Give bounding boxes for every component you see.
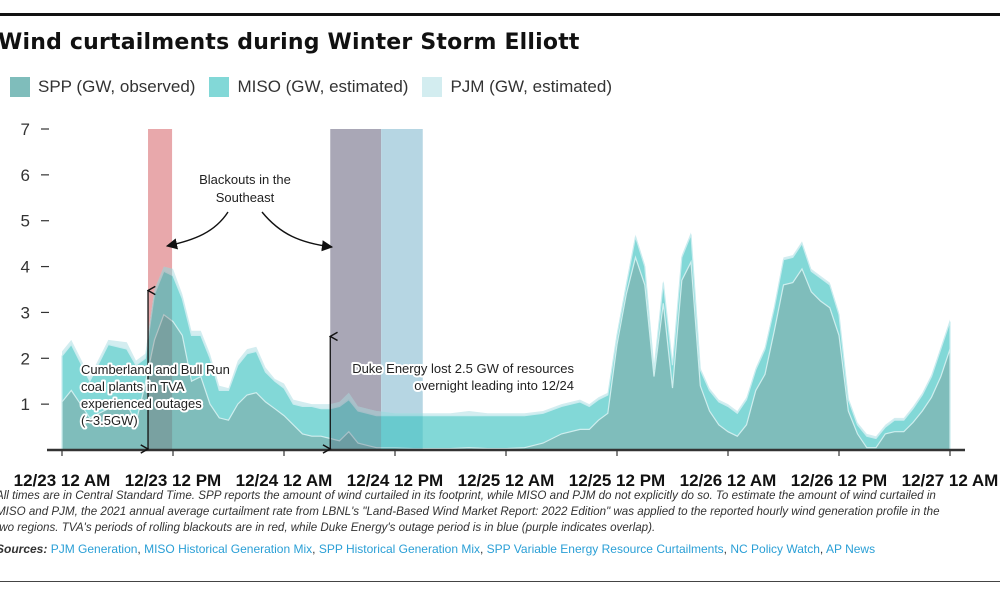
annotation-duke-line-2: overnight leading into 12/24	[414, 378, 574, 393]
x-tick-label: 12/26 12 AM	[680, 471, 777, 490]
x-tick-label: 12/26 12 PM	[791, 471, 887, 490]
note-line-1: All times are in Central Standard Time. …	[0, 489, 936, 502]
annotation-tva-line-3: experienced outages	[81, 396, 202, 411]
sources-label: Sources:	[0, 542, 48, 556]
y-axis: 1 2 3 4 5 6 7	[21, 120, 49, 414]
chart-notes: All times are in Central Standard Time. …	[0, 488, 1000, 536]
annotation-duke-line-1: Duke Energy lost 2.5 GW of resources	[352, 361, 574, 376]
y-tick-label-1: 1	[21, 395, 30, 414]
y-tick-label-2: 2	[21, 349, 30, 368]
band-tint-1	[330, 392, 382, 450]
legend-swatch-miso	[209, 77, 230, 97]
legend-label-miso: MISO (GW, estimated)	[237, 77, 409, 96]
top-rule	[0, 13, 1000, 16]
x-tick-label: 12/25 12 PM	[569, 471, 665, 490]
highlight-band-2	[381, 129, 423, 450]
y-tick-label-5: 5	[21, 212, 30, 231]
arrow-to-purple-band	[261, 211, 334, 252]
highlight-band-1	[330, 129, 382, 450]
source-link-spp-curtailments[interactable]: SPP Variable Energy Resource Curtailment…	[486, 542, 724, 556]
band-tint-2	[381, 411, 423, 450]
annotation-blackouts-line2: Southeast	[216, 190, 275, 205]
annotations: Blackouts in the Southeast Cumberland an…	[79, 172, 577, 449]
x-tick-label: 12/23 12 PM	[125, 471, 221, 490]
legend: SPP (GW, observed) MISO (GW, estimated) …	[10, 77, 626, 97]
x-tick-label: 12/24 12 PM	[347, 471, 443, 490]
sources: Sources: PJM Generation, MISO Historical…	[0, 542, 875, 556]
chart-plot: 1 2 3 4 5 6 7 12/23 12 AM 12/23 12 PM 12/24 12 A…	[14, 120, 999, 490]
legend-item-spp: SPP (GW, observed)	[10, 77, 195, 97]
bottom-rule	[0, 581, 1000, 582]
y-tick-label-3: 3	[21, 303, 30, 322]
source-link-ap-news[interactable]: AP News	[825, 542, 876, 556]
legend-label-spp: SPP (GW, observed)	[38, 77, 196, 96]
legend-swatch-pjm	[422, 77, 443, 97]
legend-item-pjm: PJM (GW, estimated)	[422, 77, 612, 97]
source-link-spp-mix[interactable]: SPP Historical Generation Mix	[318, 542, 480, 556]
stacked-areas	[61, 232, 951, 451]
legend-label-pjm: PJM (GW, estimated)	[450, 77, 612, 96]
source-link-miso-mix[interactable]: MISO Historical Generation Mix	[144, 542, 313, 556]
y-tick-label-7: 7	[21, 120, 30, 139]
annotation-tva-line-1: Cumberland and Bull Run	[81, 362, 230, 377]
arrow-to-red-band	[165, 211, 229, 250]
x-tick-label: 12/23 12 AM	[14, 471, 111, 490]
source-link-nc-policy-watch[interactable]: NC Policy Watch	[730, 542, 820, 556]
annotation-blackouts-line1: Blackouts in the	[199, 172, 291, 187]
area-miso	[61, 234, 951, 451]
note-line-2: MISO and PJM, the 2021 annual average cu…	[0, 505, 940, 518]
x-tick-label: 12/24 12 AM	[236, 471, 333, 490]
source-link-pjm-generation[interactable]: PJM Generation	[50, 542, 138, 556]
x-tick-label: 12/27 12 AM	[902, 471, 999, 490]
note-line-3: two regions. TVA's periods of rolling bl…	[0, 521, 656, 534]
legend-swatch-spp	[10, 77, 30, 97]
y-tick-label-4: 4	[21, 258, 30, 277]
annotation-tva-line-2: coal plants in TVA	[81, 379, 185, 394]
chart-title: Wind curtailments during Winter Storm El…	[0, 30, 580, 55]
legend-item-miso: MISO (GW, estimated)	[209, 77, 408, 97]
x-axis: 12/23 12 AM 12/23 12 PM 12/24 12 AM 12/24 1…	[14, 448, 999, 490]
annotation-tva-line-4: (~3.5GW)	[81, 413, 138, 428]
x-tick-label: 12/25 12 AM	[458, 471, 555, 490]
y-tick-label-6: 6	[21, 166, 30, 185]
